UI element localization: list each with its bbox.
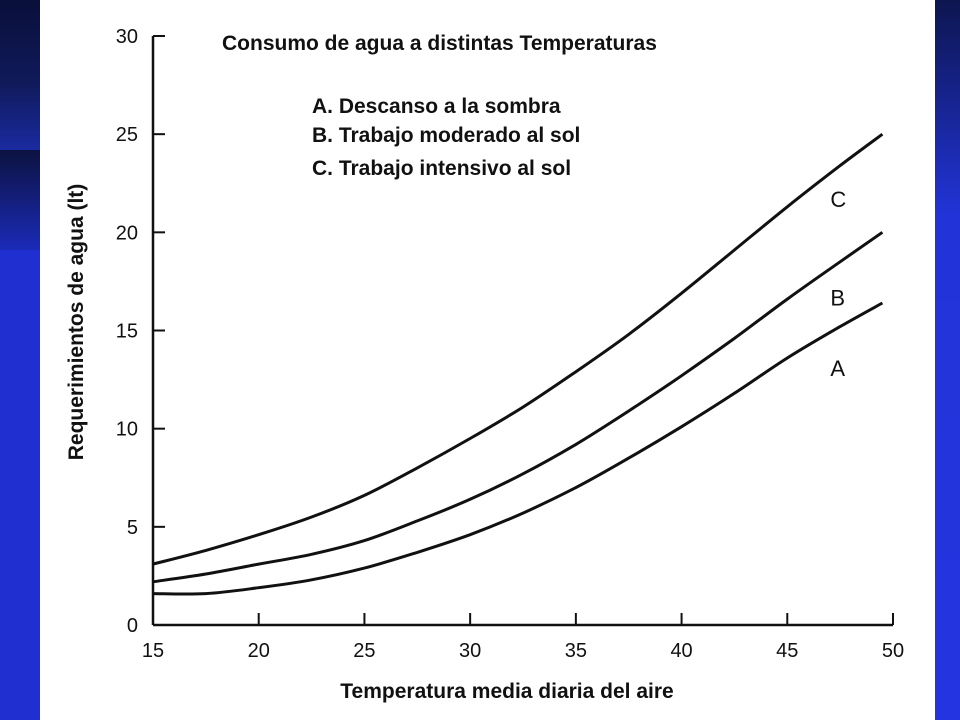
axes: 0 5 10 15 20 25 30 15 20 25 30 35 40 45 50 <box>116 26 904 662</box>
x-tick-label: 20 <box>248 640 270 662</box>
x-tick-label: 35 <box>565 640 587 662</box>
chart-panel: Consumo de agua a distintas Temperaturas… <box>40 0 935 720</box>
x-tick-label: 45 <box>776 640 798 662</box>
series-line-b <box>152 231 884 584</box>
y-tick-label: 30 <box>116 26 138 48</box>
x-tick-label: 15 <box>142 640 164 662</box>
legend-entry-a: A. Descanso a la sombra <box>312 95 561 118</box>
x-tick-label: 30 <box>459 640 481 662</box>
series-group: A B C <box>152 132 884 596</box>
series-line-a <box>152 301 884 596</box>
y-tick-label: 10 <box>116 419 138 441</box>
x-tick-label: 25 <box>353 640 375 662</box>
line-chart: Consumo de agua a distintas Temperaturas… <box>65 26 904 703</box>
y-tick-label: 25 <box>116 124 138 146</box>
series-label-b: B <box>830 285 845 310</box>
y-tick-label: 0 <box>127 615 138 637</box>
legend-entry-b: B. Trabajo moderado al sol <box>312 124 580 147</box>
x-axis-title: Temperatura media diaria del aire <box>340 680 673 703</box>
series-label-a: A <box>830 356 845 381</box>
chart-title: Consumo de agua a distintas Temperaturas <box>222 32 657 55</box>
y-tick-label: 5 <box>127 517 138 539</box>
y-tick-label: 20 <box>116 222 138 244</box>
y-axis-title: Requerimientos de agua (lt) <box>65 184 88 461</box>
series-line-c <box>152 132 884 566</box>
legend-entry-c: C. Trabajo intensivo al sol <box>312 157 571 180</box>
x-tick-label: 50 <box>882 640 904 662</box>
series-label-c: C <box>830 187 846 212</box>
y-tick-label: 15 <box>116 321 138 343</box>
x-tick-label: 40 <box>670 640 692 662</box>
